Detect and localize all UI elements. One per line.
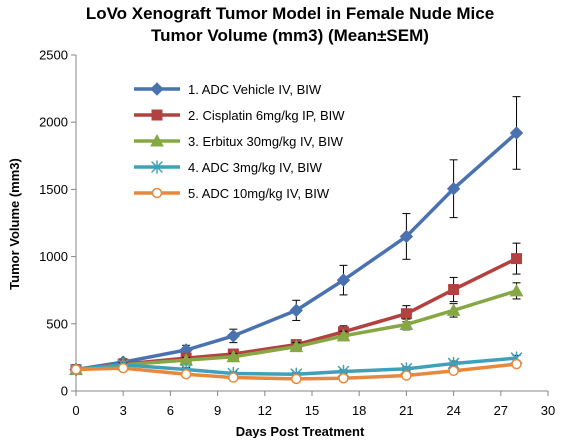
x-tick-label: 0: [72, 403, 79, 418]
data-point: [338, 372, 349, 384]
y-tick-label: 500: [46, 316, 68, 331]
x-tick-label: 27: [494, 403, 508, 418]
data-point: [399, 317, 414, 330]
legend-label: 5. ADC 10mg/kg IV, BIW: [188, 186, 330, 201]
x-tick-label: 3: [120, 403, 127, 418]
legend-entry-3: 3. Erbitux 30mg/kg IV, BIW: [134, 133, 344, 149]
series-layer: [69, 96, 524, 385]
legend-label: 3. Erbitux 30mg/kg IV, BIW: [188, 134, 344, 149]
data-point: [448, 284, 460, 296]
y-axis-title: Tumor Volume (mm3): [7, 158, 22, 290]
data-point: [446, 303, 461, 316]
y-tick-label: 2500: [39, 48, 68, 63]
data-point: [401, 370, 412, 381]
series-5: [70, 358, 522, 385]
x-tick-label: 9: [214, 403, 221, 418]
data-point: [511, 358, 522, 370]
y-tick-label: 1500: [39, 182, 68, 197]
data-point: [511, 253, 523, 265]
legend-entry-5: 5. ADC 10mg/kg IV, BIW: [134, 186, 330, 201]
legend-marker: [151, 160, 163, 174]
legend: 1. ADC Vehicle IV, BIW 2. Cisplatin 6mg/k…: [134, 82, 345, 201]
legend-entry-1: 1. ADC Vehicle IV, BIW: [134, 82, 322, 97]
legend-marker: [150, 82, 164, 96]
data-point: [448, 365, 459, 377]
data-point: [291, 373, 302, 385]
chart-title-line-1: LoVo Xenograft Tumor Model in Female Nud…: [86, 4, 494, 23]
x-tick-label: 15: [305, 403, 319, 418]
legend-label: 1. ADC Vehicle IV, BIW: [188, 82, 322, 97]
x-tick-label: 21: [399, 403, 413, 418]
x-tick-label: 12: [258, 403, 272, 418]
data-point: [226, 349, 241, 363]
axes: 0 500 1000 1500 2000 2500 0 3 6 9 12 15 18 21 24 27 30: [39, 48, 555, 419]
legend-label: 2. Cisplatin 6mg/kg IP, BIW: [188, 108, 345, 123]
data-point: [117, 362, 129, 374]
data-point: [180, 368, 192, 380]
legend-marker: [151, 109, 163, 121]
legend-label: 4. ADC 3mg/kg IV, BIW: [188, 160, 323, 175]
data-point: [228, 372, 239, 383]
legend-entry-4: 4. ADC 3mg/kg IV, BIW: [134, 160, 323, 175]
data-point: [289, 303, 303, 318]
data-point: [509, 283, 524, 297]
data-point: [509, 126, 524, 140]
y-tick-label: 1000: [39, 249, 68, 264]
x-tick-label: 6: [167, 403, 174, 418]
data-point: [400, 308, 412, 320]
data-point: [226, 329, 241, 343]
data-point: [336, 273, 351, 287]
y-tick-label: 2000: [39, 115, 68, 130]
legend-marker: [151, 187, 163, 199]
x-tick-label: 30: [541, 403, 555, 418]
x-axis-title: Days Post Treatment: [236, 424, 365, 438]
data-point: [70, 364, 82, 375]
data-point: [289, 339, 304, 353]
legend-entry-2: 2. Cisplatin 6mg/kg IP, BIW: [134, 108, 345, 123]
data-point: [336, 328, 351, 342]
x-tick-label: 24: [446, 403, 460, 418]
chart-title-line-2: Tumor Volume (mm3) (Mean±SEM): [151, 26, 429, 45]
data-point: [446, 182, 461, 196]
data-point: [399, 229, 414, 244]
x-tick-label: 18: [352, 403, 366, 418]
legend-marker: [150, 133, 164, 147]
y-tick-label: 0: [61, 384, 68, 399]
